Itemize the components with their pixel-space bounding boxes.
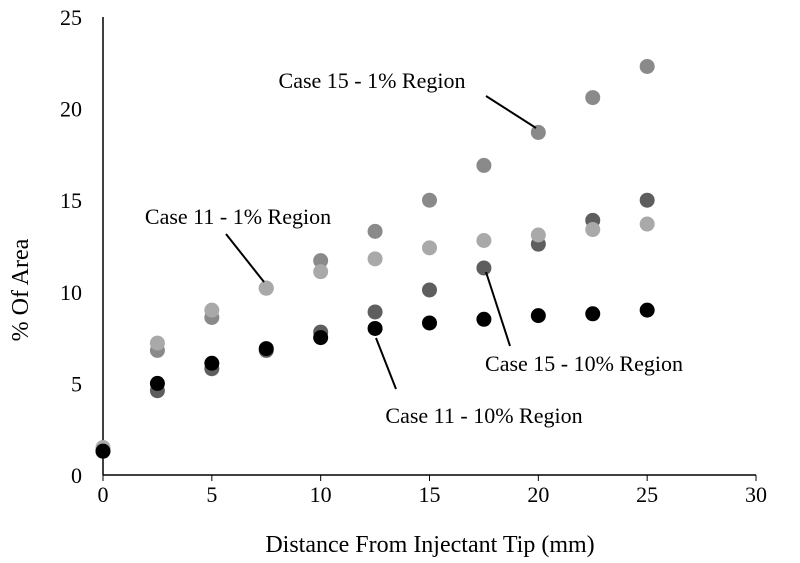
data-point <box>585 306 601 322</box>
data-point <box>367 320 383 336</box>
data-point <box>204 355 220 371</box>
annotation-leader-line <box>485 271 511 347</box>
x-axis-title: Distance From Injectant Tip (mm) <box>265 532 594 558</box>
annotation-leader-line <box>225 233 265 283</box>
data-point <box>422 315 437 331</box>
data-point <box>367 251 383 267</box>
data-point <box>585 222 601 238</box>
annotations: Case 15 - 1% Region Case 11 - 1% Region Ca… <box>145 68 683 428</box>
annotation-label: Case 11 - 10% Region <box>385 403 582 428</box>
data-point <box>530 308 546 324</box>
data-point <box>530 124 546 140</box>
x-tick-label: 5 <box>206 482 217 507</box>
x-tick-label: 0 <box>98 482 109 507</box>
data-point <box>258 341 274 357</box>
annotation-label: Case 15 - 10% Region <box>485 351 683 376</box>
y-tick-label: 25 <box>60 5 82 30</box>
x-tick-labels: 0 5 10 15 20 25 30 <box>98 475 767 507</box>
data-point <box>367 304 383 320</box>
y-tick-label: 5 <box>71 371 82 396</box>
data-point <box>422 192 437 208</box>
data-point <box>639 58 655 74</box>
data-point <box>313 330 329 346</box>
data-point <box>585 90 601 106</box>
data-point <box>476 157 492 173</box>
x-tick-label: 10 <box>310 482 332 507</box>
annotation-leader-line <box>485 95 537 129</box>
data-point <box>313 264 329 280</box>
data-point <box>422 240 437 256</box>
data-point <box>476 311 492 327</box>
y-axis-title: % Of Area <box>8 238 34 341</box>
data-point <box>204 302 220 318</box>
x-tick-label: 20 <box>527 482 549 507</box>
data-point <box>258 280 274 296</box>
y-tick-label: 15 <box>60 188 82 213</box>
y-tick-label: 20 <box>60 97 82 122</box>
data-point <box>639 192 655 208</box>
data-point <box>313 253 329 269</box>
data-point <box>149 375 165 391</box>
data-point <box>476 260 492 276</box>
y-tick-labels: 0 5 10 15 20 25 <box>60 5 82 488</box>
x-tick-label: 15 <box>419 482 441 507</box>
x-tick-label: 25 <box>636 482 658 507</box>
annotation-label: Case 15 - 1% Region <box>279 68 466 93</box>
data-point <box>639 302 655 318</box>
y-tick-label: 10 <box>60 280 82 305</box>
data-points <box>95 58 655 459</box>
data-point <box>422 282 437 298</box>
annotation-leader-line <box>375 337 397 390</box>
data-point <box>95 443 111 459</box>
x-tick-label: 30 <box>745 482 767 507</box>
data-point <box>476 233 492 249</box>
data-point <box>530 227 546 243</box>
data-point <box>639 216 655 232</box>
data-point <box>367 223 383 239</box>
annotation-label: Case 11 - 1% Region <box>145 204 331 229</box>
data-point <box>149 335 165 351</box>
y-tick-label: 0 <box>71 463 82 488</box>
